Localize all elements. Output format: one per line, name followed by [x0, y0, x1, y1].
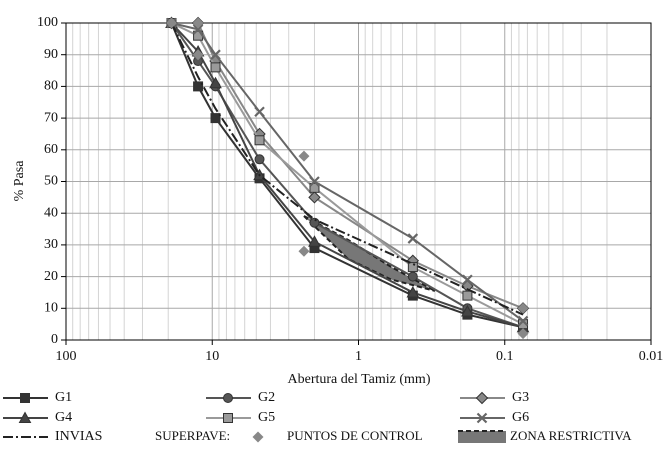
control-point [192, 17, 204, 29]
y-tick-label: 20 [44, 269, 58, 284]
x-axis-title: Abertura del Tamiz (mm) [288, 372, 431, 387]
legend-label: G4 [55, 410, 72, 425]
x-tick-label: 1 [355, 349, 362, 364]
marker [254, 154, 265, 165]
restricted-zone-boundary [303, 215, 436, 292]
y-axis-title: % Pasa [12, 160, 27, 202]
marker [462, 274, 473, 286]
marker [210, 113, 221, 124]
marker [20, 393, 30, 403]
legend-label: G1 [55, 390, 72, 405]
marker [309, 182, 320, 193]
marker [407, 233, 419, 244]
y-tick-label: 90 [44, 47, 58, 62]
series-line [171, 22, 524, 326]
legend-label: G3 [512, 390, 529, 405]
control-point [165, 17, 177, 29]
y-tick-label: 70 [44, 110, 58, 125]
control-point [517, 328, 529, 340]
y-tick-label: 10 [44, 301, 58, 316]
marker [406, 285, 420, 298]
marker [309, 217, 320, 228]
legend-label: G6 [512, 410, 529, 425]
marker [407, 271, 418, 282]
marker [192, 24, 204, 35]
marker [308, 235, 321, 247]
x-tick-label: 0.01 [639, 349, 664, 364]
marker [223, 393, 233, 403]
marker [18, 411, 32, 423]
y-tick-label: 80 [44, 79, 58, 94]
marker [210, 62, 221, 73]
marker [407, 262, 418, 273]
legend-label: PUNTOS DE CONTROL [287, 428, 423, 443]
marker [193, 81, 204, 92]
marker [461, 304, 474, 317]
plot-frame [65, 22, 652, 341]
marker [209, 76, 222, 89]
marker [254, 135, 265, 146]
series-line [170, 22, 524, 329]
legend-group-label: SUPERPAVE: [155, 428, 230, 443]
marker [462, 290, 473, 301]
series-line [170, 22, 524, 329]
legend-label: G5 [258, 410, 275, 425]
series-line [170, 22, 524, 316]
legend-label: G2 [258, 390, 275, 405]
control-point [517, 302, 529, 314]
marker [308, 191, 321, 204]
y-tick-label: 40 [44, 205, 58, 220]
y-tick-label: 60 [44, 142, 58, 157]
marker [476, 412, 488, 424]
x-tick-label: 100 [56, 349, 77, 364]
series-line [171, 22, 524, 310]
legend-label: INVIAS [55, 429, 102, 444]
control-point [298, 150, 310, 162]
marker [254, 106, 265, 118]
x-tick-label: 0.1 [496, 349, 514, 364]
control-point [298, 245, 310, 257]
marker [517, 315, 529, 327]
marker [252, 431, 264, 443]
legend-zone [458, 431, 506, 443]
y-tick-label: 50 [44, 174, 58, 189]
y-tick-label: 0 [51, 332, 58, 347]
x-tick-label: 10 [205, 349, 219, 364]
y-tick-label: 100 [37, 15, 58, 30]
control-point [192, 49, 204, 61]
marker [475, 391, 489, 405]
marker [309, 176, 320, 187]
y-tick-label: 30 [44, 237, 58, 252]
legend-label: ZONA RESTRICTIVA [510, 428, 632, 443]
marker [223, 413, 233, 423]
marker [210, 49, 221, 60]
